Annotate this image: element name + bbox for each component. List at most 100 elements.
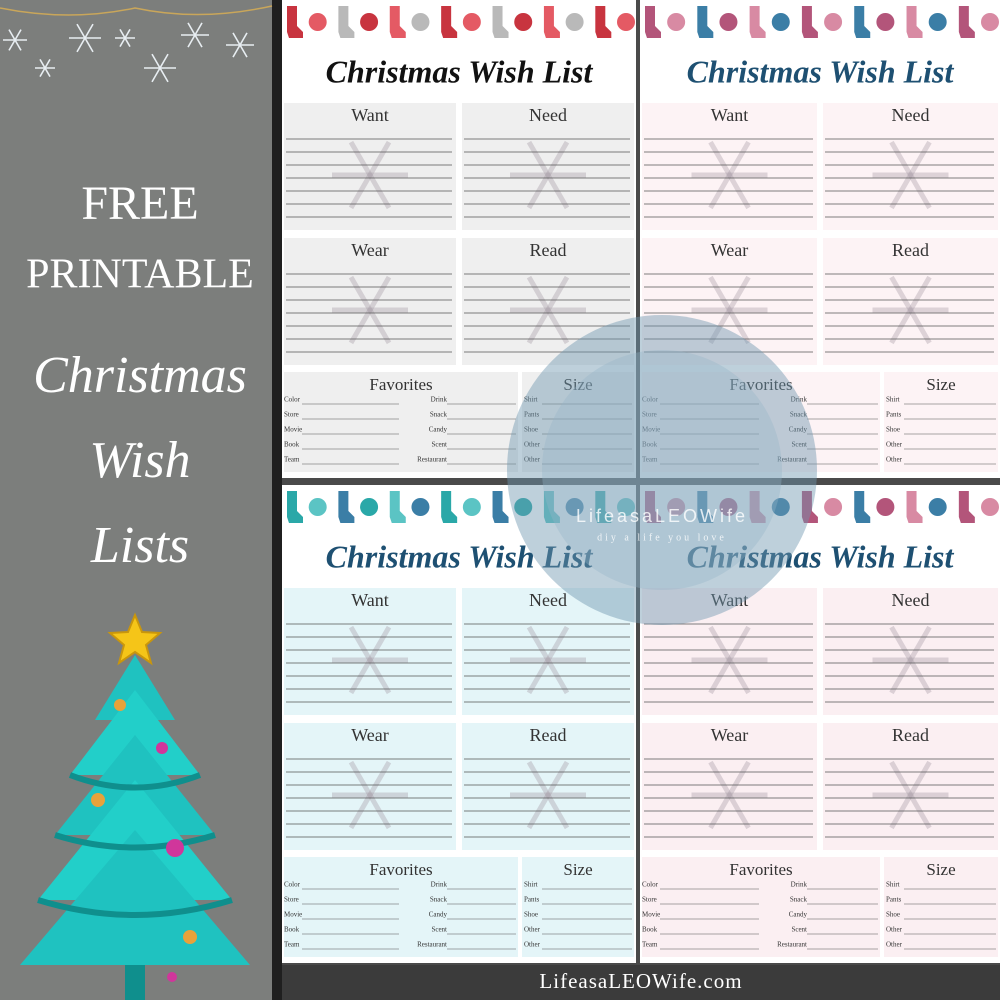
size-box — [884, 372, 998, 472]
field-label: Drink — [791, 396, 808, 404]
field-label: Candy — [789, 911, 808, 919]
ornament — [771, 498, 790, 516]
section-box — [823, 103, 998, 230]
snowflake — [526, 760, 570, 830]
card-title: Christmas Wish List — [326, 53, 594, 89]
section-label: Read — [892, 725, 929, 745]
section-label: Need — [892, 590, 930, 610]
section-box — [462, 103, 634, 230]
section-box — [823, 588, 998, 715]
script-title: Wish — [89, 432, 190, 489]
ornament — [928, 498, 947, 516]
stocking — [492, 6, 509, 38]
favorites-title: Favorites — [369, 860, 432, 879]
ornament — [514, 498, 533, 516]
stocking — [906, 491, 923, 523]
size-title: Size — [563, 375, 592, 394]
favorites-box — [284, 372, 518, 472]
section-label: Wear — [711, 725, 749, 745]
snowflake — [889, 760, 932, 830]
ornament — [617, 498, 635, 516]
ornament — [981, 498, 999, 516]
size-title: Size — [563, 860, 592, 879]
snowflake — [889, 760, 932, 830]
field-label: Restaurant — [417, 941, 447, 949]
flake-arm — [187, 22, 203, 48]
watermark-tagline: diy a life you love — [597, 532, 727, 543]
divider — [272, 0, 282, 1000]
field-label: Scent — [791, 441, 807, 449]
snowflake — [526, 625, 570, 695]
size-title: Size — [926, 375, 955, 394]
favorites-box — [642, 372, 880, 472]
field-label: Color — [642, 881, 659, 889]
size-label: Other — [886, 941, 903, 949]
snowflake — [526, 275, 570, 345]
flake-arm — [151, 53, 169, 83]
field-label: Color — [642, 396, 659, 404]
section-label: Want — [351, 590, 389, 610]
snowflake — [526, 760, 570, 830]
field-label: Book — [284, 441, 300, 449]
field-label: Drink — [431, 881, 448, 889]
size-label: Other — [886, 441, 903, 449]
section-box — [642, 103, 817, 230]
stocking — [801, 6, 818, 38]
field-label: Color — [284, 396, 301, 404]
section-label: Read — [530, 240, 567, 260]
section-label: Need — [529, 590, 567, 610]
favorites-title: Favorites — [729, 375, 792, 394]
ornament — [617, 13, 635, 31]
stocking — [749, 6, 766, 38]
field-label: Restaurant — [777, 941, 807, 949]
size-box — [884, 857, 998, 957]
stocking — [645, 6, 661, 38]
section-label: Read — [892, 240, 929, 260]
snowflake — [708, 625, 751, 695]
size-label: Shirt — [886, 396, 900, 404]
footer-url: LifeasaLEOWife.com — [539, 969, 742, 993]
snowflake — [708, 760, 751, 830]
field-label: Team — [284, 941, 300, 949]
stocking — [854, 491, 871, 523]
stocking — [287, 491, 303, 523]
field-label: Store — [642, 896, 657, 904]
field-label: Candy — [429, 911, 448, 919]
field-label: Restaurant — [777, 456, 807, 464]
section-box — [642, 723, 817, 850]
size-label: Other — [524, 456, 541, 464]
favorites-title: Favorites — [369, 375, 432, 394]
ornament — [514, 13, 533, 31]
ornament — [876, 13, 895, 31]
ornament — [876, 498, 895, 516]
flake-arm — [119, 28, 131, 48]
script-title: Christmas — [33, 347, 247, 404]
ornament — [462, 13, 481, 31]
ornament — [824, 498, 843, 516]
size-title: Size — [926, 860, 955, 879]
field-label: Drink — [791, 881, 808, 889]
field-label: Drink — [431, 396, 448, 404]
ornament — [771, 13, 790, 31]
section-box — [284, 723, 456, 850]
ornament — [308, 498, 327, 516]
field-label: Color — [284, 881, 301, 889]
size-label: Pants — [886, 411, 901, 419]
snowflake — [708, 140, 751, 210]
size-label: Other — [524, 926, 541, 934]
snowflake — [348, 625, 392, 695]
size-label: Shoe — [524, 911, 538, 919]
snowflake — [889, 140, 932, 210]
stocking — [749, 491, 766, 523]
stocking — [389, 6, 406, 38]
field-label: Movie — [284, 426, 302, 434]
snowflakes — [3, 22, 254, 83]
size-label: Shoe — [886, 426, 900, 434]
ornament — [411, 13, 430, 31]
section-label: Need — [892, 105, 930, 125]
stocking — [287, 6, 303, 38]
field-label: Store — [284, 411, 299, 419]
snowflake — [889, 275, 932, 345]
stocking — [906, 6, 923, 38]
field-label: Movie — [642, 911, 660, 919]
